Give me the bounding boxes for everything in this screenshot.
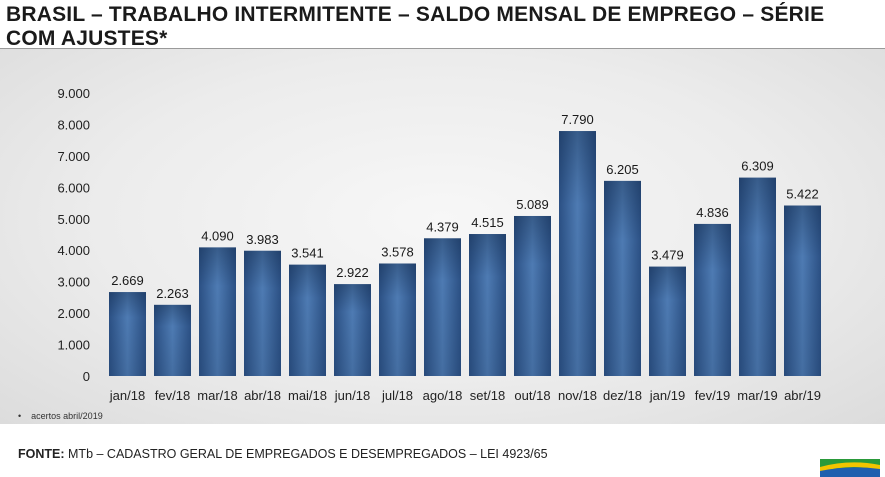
- y-tick-label: 3.000: [57, 275, 90, 290]
- x-tick-label: jan/18: [109, 388, 145, 403]
- y-tick-label: 6.000: [57, 180, 90, 195]
- bar-value-label: 5.089: [516, 197, 549, 212]
- y-tick-label: 2.000: [57, 306, 90, 321]
- bar-value-label: 4.836: [696, 205, 729, 220]
- x-tick-label: dez/18: [603, 388, 642, 403]
- y-axis: 0 1.000 2.000 3.000 4.000 5.000 6.000 7.000 8.00…: [57, 86, 90, 384]
- bar-shading: [694, 223, 731, 376]
- footnote: • acertos abril/2019: [18, 411, 103, 421]
- x-tick-label: fev/19: [695, 388, 730, 403]
- title-divider: [0, 48, 885, 49]
- bar-shading: [244, 250, 281, 376]
- bar-value-label: 7.790: [561, 112, 594, 127]
- bar-shading: [334, 284, 371, 376]
- x-axis: jan/18 fev/18 mar/18 abr/18 mai/18 jun/18 jul/…: [109, 388, 821, 403]
- y-tick-label: 5.000: [57, 212, 90, 227]
- x-tick-label: jul/18: [381, 388, 413, 403]
- bar-shading: [784, 205, 821, 376]
- bar-shading: [469, 234, 506, 376]
- footnote-text: acertos abril/2019: [31, 411, 103, 421]
- chart-title: BRASIL – TRABALHO INTERMITENTE – SALDO M…: [6, 3, 825, 50]
- bar-shading: [379, 263, 416, 376]
- bar-shading: [649, 266, 686, 376]
- bar-value-label: 3.541: [291, 246, 324, 261]
- x-tick-label: jan/19: [649, 388, 685, 403]
- bar-value-label: 3.983: [246, 232, 279, 247]
- bar-shading: [289, 264, 326, 376]
- x-tick-label: abr/18: [244, 388, 281, 403]
- y-tick-label: 8.000: [57, 117, 90, 132]
- source-label: FONTE:: [18, 447, 65, 461]
- bar-value-label: 3.479: [651, 248, 684, 263]
- x-tick-label: mai/18: [288, 388, 327, 403]
- x-tick-label: nov/18: [558, 388, 597, 403]
- bar-shading: [739, 177, 776, 376]
- x-tick-label: abr/19: [784, 388, 821, 403]
- bar-value-label: 5.422: [786, 187, 819, 202]
- bar-shading: [559, 131, 596, 376]
- y-tick-label: 0: [83, 369, 90, 384]
- x-tick-label: jun/18: [334, 388, 370, 403]
- x-tick-label: fev/18: [155, 388, 190, 403]
- bar-value-label: 4.090: [201, 228, 234, 243]
- bar-value-label: 6.309: [741, 159, 774, 174]
- source-text: MTb – CADASTRO GERAL DE EMPREGADOS E DES…: [68, 447, 548, 461]
- bar-chart: 0 1.000 2.000 3.000 4.000 5.000 6.000 7.000 8.00…: [57, 86, 821, 403]
- bar-value-label: 6.205: [606, 162, 639, 177]
- bar-value-label: 2.669: [111, 273, 144, 288]
- y-tick-label: 7.000: [57, 149, 90, 164]
- value-labels: 2.669 2.263 4.090 3.983 3.541 2.922 3.578 4.379…: [111, 112, 819, 301]
- bar-shading: [199, 247, 236, 376]
- bar-shading: [514, 215, 551, 376]
- y-tick-label: 9.000: [57, 86, 90, 101]
- bar-value-label: 4.515: [471, 215, 504, 230]
- y-tick-label: 4.000: [57, 243, 90, 258]
- bar-series: [109, 131, 821, 376]
- x-tick-label: mar/19: [737, 388, 777, 403]
- bar-value-label: 4.379: [426, 219, 459, 234]
- flag-logo-icon: [820, 459, 880, 477]
- bar-shading: [109, 292, 146, 376]
- bar-shading: [154, 304, 191, 376]
- x-tick-label: out/18: [514, 388, 550, 403]
- x-tick-label: mar/18: [197, 388, 237, 403]
- y-tick-label: 1.000: [57, 338, 90, 353]
- x-tick-label: ago/18: [423, 388, 463, 403]
- bar-shading: [424, 238, 461, 376]
- bar-value-label: 2.263: [156, 286, 189, 301]
- bar-value-label: 2.922: [336, 265, 369, 280]
- source-line: FONTE: MTb – CADASTRO GERAL DE EMPREGADO…: [18, 447, 548, 461]
- x-tick-label: set/18: [470, 388, 505, 403]
- bar-value-label: 3.578: [381, 244, 414, 259]
- bar-shading: [604, 180, 641, 376]
